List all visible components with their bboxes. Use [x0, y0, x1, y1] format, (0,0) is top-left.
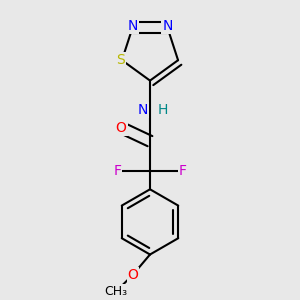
- Text: O: O: [116, 121, 127, 135]
- Text: S: S: [116, 53, 125, 67]
- Text: H: H: [157, 103, 168, 117]
- Text: CH₃: CH₃: [104, 285, 128, 298]
- Text: F: F: [113, 164, 122, 178]
- Text: N: N: [162, 19, 172, 33]
- Text: F: F: [178, 164, 187, 178]
- Text: N: N: [138, 103, 148, 117]
- Text: O: O: [128, 268, 138, 282]
- Text: N: N: [128, 19, 138, 33]
